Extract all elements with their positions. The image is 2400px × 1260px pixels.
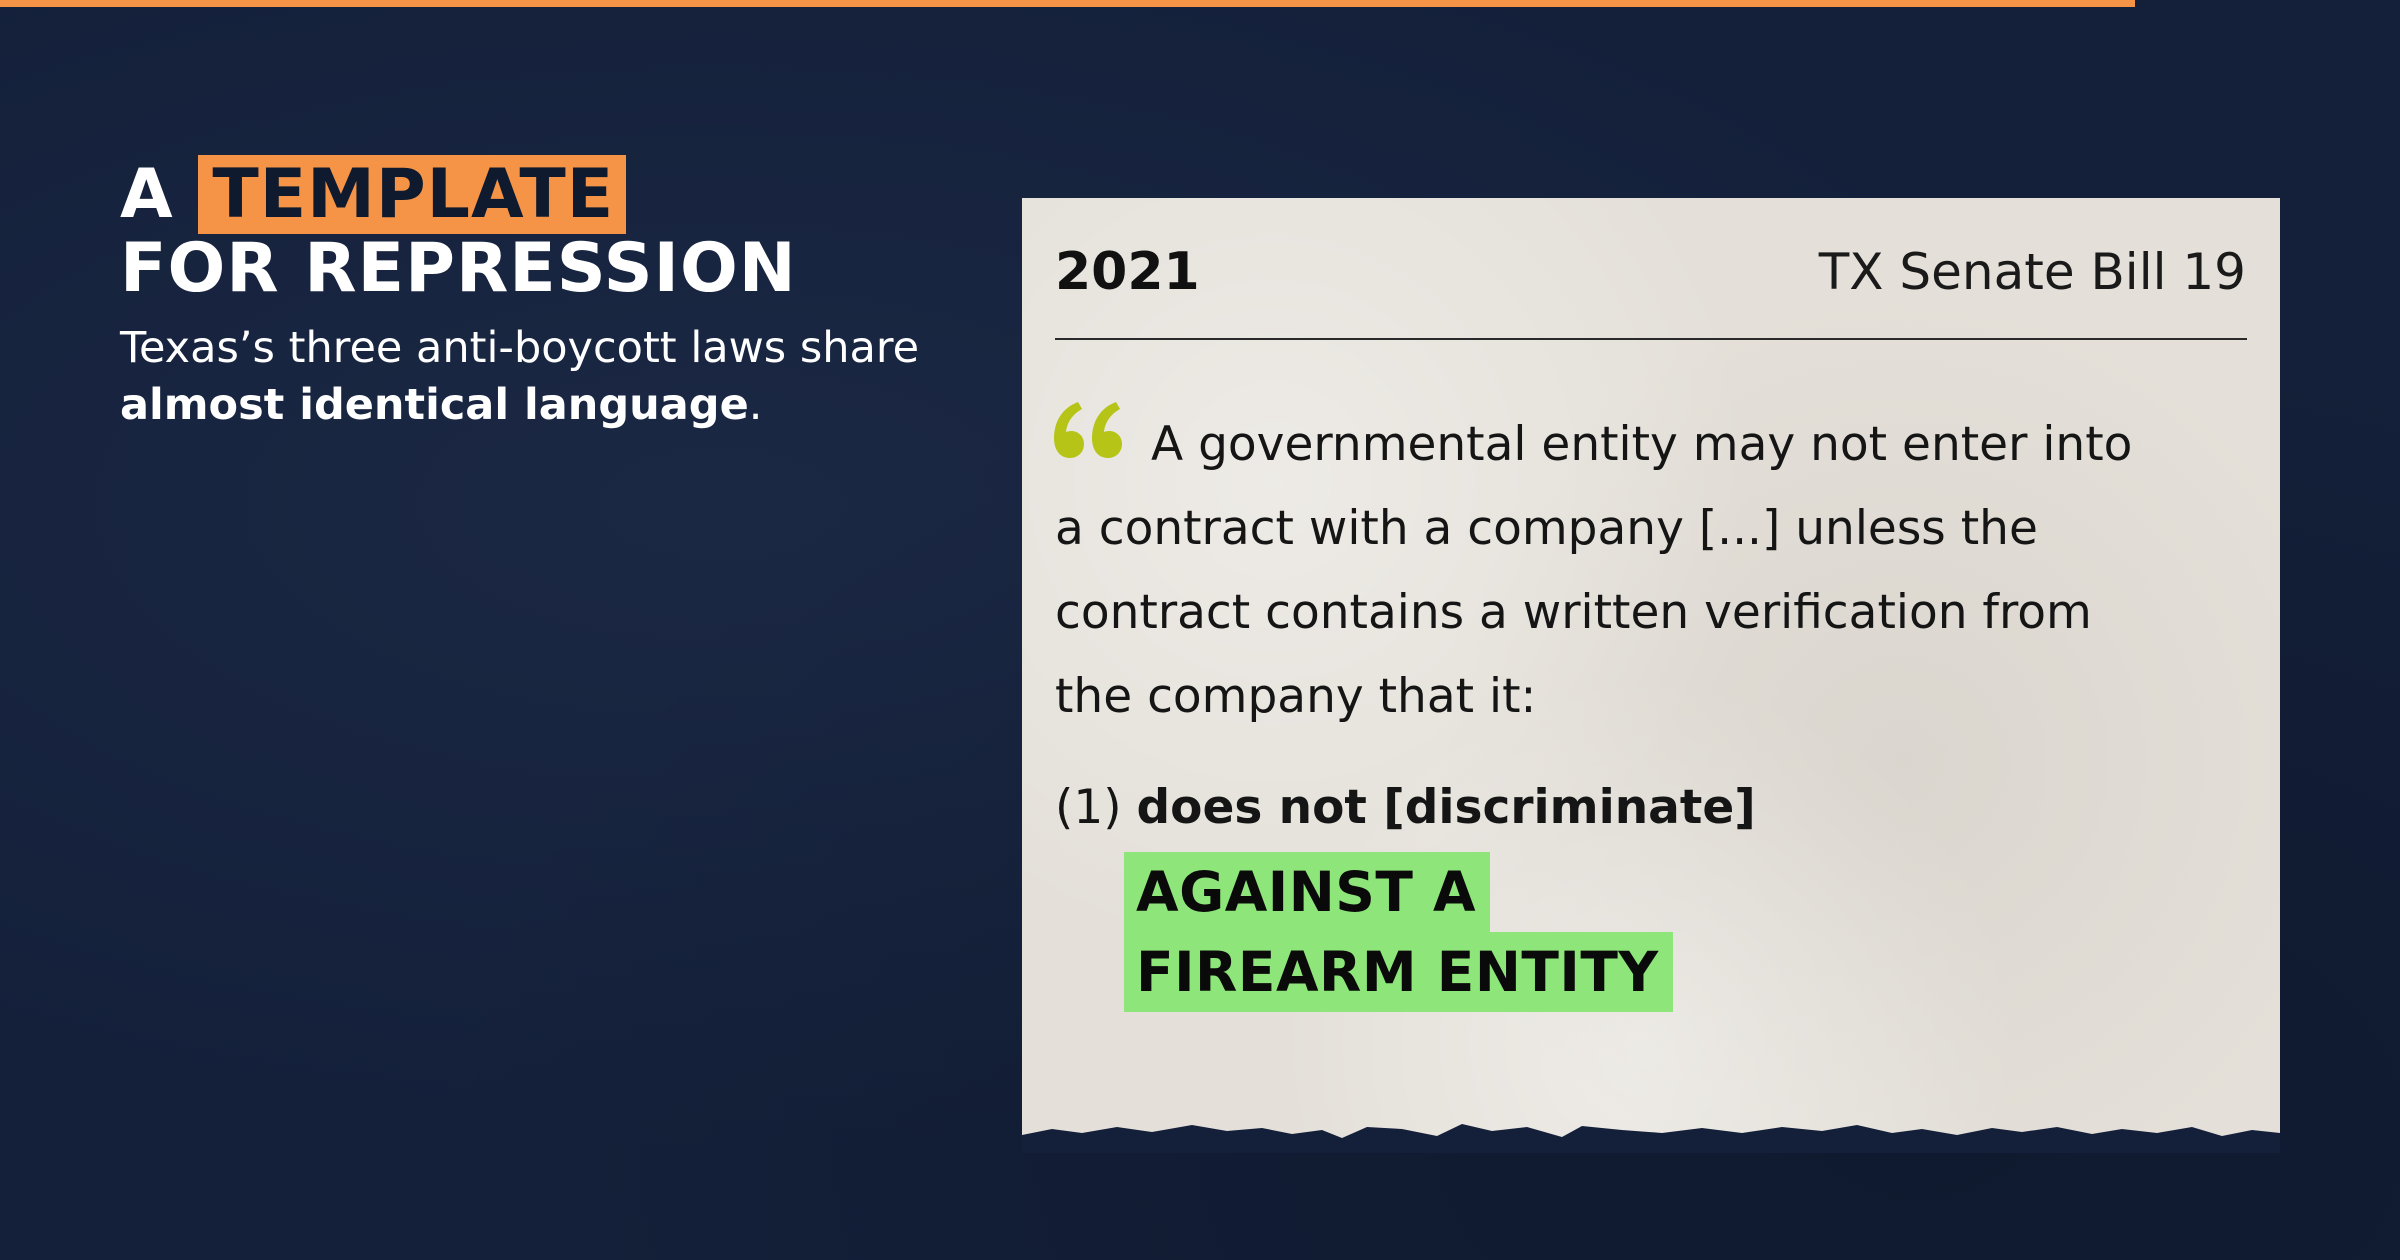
headline-prefix: A — [120, 155, 174, 234]
card-bill-name: TX Senate Bill 19 — [1818, 243, 2246, 301]
card-year: 2021 — [1055, 242, 1200, 302]
headline: A TEMPLATE FOR REPRESSION — [120, 155, 797, 308]
quote-card: 2021 TX Senate Bill 19 A governmental en… — [1022, 198, 2280, 1153]
torn-paper-edge — [1022, 1124, 2280, 1153]
quote-line: the company that it: — [1055, 669, 1537, 724]
clause-number: (1) — [1055, 780, 1122, 835]
subtitle: Texas’s three anti-boycott laws share al… — [120, 320, 1020, 434]
top-accent-bar — [0, 0, 2135, 7]
subtitle-end: . — [748, 380, 763, 430]
quote-line: a contract with a company [...] unless t… — [1055, 501, 2038, 556]
clause: (1) does not [discriminate] — [1055, 776, 1756, 840]
quote-mark-icon — [1054, 402, 1122, 458]
quote-line: contract contains a written verification… — [1055, 585, 2092, 640]
headline-line-2: FOR REPRESSION — [120, 229, 797, 308]
clause-bold-text: does not [discriminate] — [1136, 780, 1756, 835]
headline-line-1: A TEMPLATE — [120, 155, 797, 234]
headline-highlight: TEMPLATE — [198, 155, 627, 234]
subtitle-bold: almost identical language — [120, 380, 749, 430]
quote-text: A governmental entity may not enter into… — [1055, 403, 2265, 739]
quote-line: A governmental entity may not enter into — [1151, 417, 2133, 472]
subtitle-line-1: Texas’s three anti-boycott laws share — [120, 323, 920, 373]
subtitle-line-2: almost identical language. — [120, 377, 1020, 434]
highlight-line-2: FIREARM ENTITY — [1124, 932, 1673, 1012]
card-divider — [1055, 338, 2247, 340]
highlight-line-1: AGAINST A — [1124, 852, 1491, 932]
